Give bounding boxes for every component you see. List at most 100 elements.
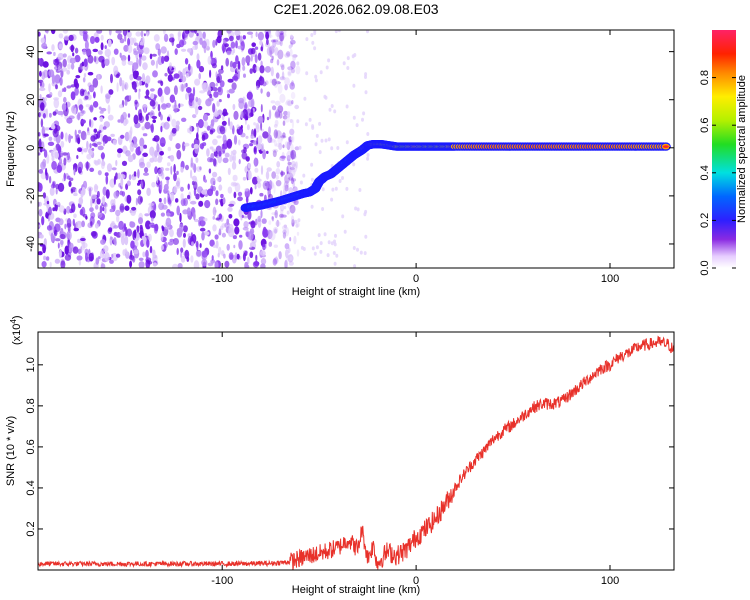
noise-blob: [197, 119, 204, 129]
noise-blob: [226, 243, 230, 251]
noise-blob: [228, 203, 235, 207]
noise-blob: [102, 206, 105, 212]
noise-blob: [149, 100, 156, 107]
noise-blob: [74, 189, 77, 193]
noise-blob: [96, 190, 100, 198]
noise-blob: [279, 155, 286, 162]
noise-blob: [142, 152, 149, 157]
bottom-x-axis-label: Height of straight line (km): [292, 584, 420, 596]
noise-blob: [111, 56, 116, 66]
noise-blob: [79, 209, 84, 216]
noise-blob: [276, 161, 281, 168]
noise-blob: [282, 214, 287, 218]
noise-blob: [38, 112, 41, 118]
noise-blob: [63, 35, 70, 41]
noise-blob: [163, 197, 167, 205]
noise-blob: [85, 215, 88, 220]
noise-blob: [201, 134, 206, 141]
noise-blob: [290, 68, 295, 74]
noise-blob: [278, 142, 283, 150]
noise-blob: [274, 47, 279, 56]
noise-blob: [110, 199, 115, 207]
noise-blob: [254, 46, 259, 50]
noise-blob: [111, 167, 117, 171]
noise-blob: [224, 43, 229, 48]
noise-blob: [180, 186, 184, 192]
noise-blob: [212, 171, 218, 178]
noise-blob: [54, 59, 59, 63]
noise-blob: [176, 205, 180, 216]
noise-blob: [179, 83, 185, 92]
noise-blob: [259, 65, 265, 74]
noise-blob: [144, 104, 146, 113]
noise-blob: [157, 48, 161, 56]
noise-blob: [311, 124, 315, 129]
noise-blob: [341, 214, 345, 219]
noise-blob: [359, 250, 363, 255]
noise-blob: [125, 226, 128, 237]
top-x-ticks: -100 0 100: [211, 30, 619, 285]
noise-blob: [61, 152, 68, 156]
noise-blob: [58, 218, 64, 226]
noise-blob: [121, 160, 128, 166]
noise-blob: [95, 204, 99, 210]
noise-blob: [287, 66, 294, 71]
noise-blob: [66, 205, 71, 214]
noise-blob: [260, 250, 266, 256]
noise-blob: [318, 121, 322, 126]
noise-blob: [129, 142, 135, 153]
noise-blob: [208, 168, 212, 174]
top-x-axis-label: Height of straight line (km): [292, 286, 420, 298]
noise-blob: [287, 161, 292, 166]
noise-blob: [232, 61, 237, 69]
noise-blob: [53, 97, 60, 101]
noise-blob: [199, 227, 206, 232]
noise-blob: [338, 179, 342, 183]
noise-blob: [314, 74, 318, 79]
noise-blob: [201, 82, 206, 90]
noise-blob: [39, 81, 43, 87]
noise-blob: [100, 34, 104, 41]
noise-blob: [222, 145, 226, 154]
noise-blob: [289, 119, 293, 123]
noise-blob: [249, 242, 252, 249]
noise-blob: [97, 73, 100, 80]
noise-blob: [207, 55, 212, 65]
noise-blob: [363, 212, 367, 217]
noise-blob: [127, 113, 131, 118]
noise-blob: [46, 200, 50, 205]
noise-blob: [124, 84, 127, 90]
noise-blob: [321, 207, 325, 211]
noise-blob: [288, 44, 292, 49]
noise-blob: [100, 239, 106, 245]
noise-blob: [275, 221, 281, 227]
noise-blob: [120, 55, 127, 62]
noise-blob: [87, 55, 94, 64]
noise-blob: [352, 83, 356, 88]
noise-blob: [160, 232, 164, 242]
noise-blob: [268, 30, 272, 39]
top-y-tick-label: 20: [25, 94, 37, 106]
noise-blob: [50, 183, 56, 189]
noise-blob: [230, 150, 233, 156]
noise-blob: [108, 227, 113, 233]
noise-blob: [269, 138, 276, 143]
noise-blob: [77, 161, 84, 172]
noise-blob: [146, 239, 150, 248]
noise-blob: [88, 149, 94, 156]
noise-blob: [194, 218, 199, 223]
noise-blob: [81, 220, 85, 228]
noise-blob: [100, 152, 105, 160]
noise-blob: [77, 238, 81, 243]
noise-blob: [290, 34, 294, 39]
noise-blob: [169, 94, 176, 103]
noise-blob: [169, 229, 174, 238]
noise-blob: [222, 134, 227, 144]
noise-blob: [44, 127, 51, 131]
noise-blob: [150, 224, 157, 228]
noise-blob: [121, 80, 125, 85]
noise-blob: [274, 100, 281, 106]
noise-blob: [62, 178, 65, 182]
noise-blob: [151, 53, 157, 57]
noise-blob: [84, 40, 89, 50]
